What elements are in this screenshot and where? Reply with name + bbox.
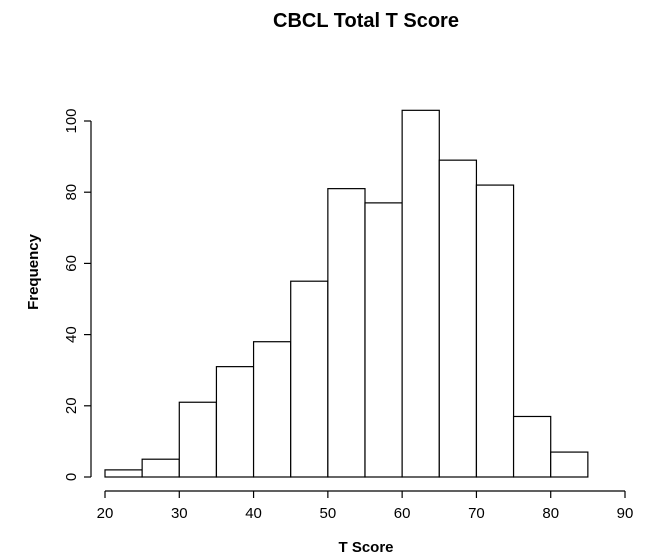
y-tick-label: 80 bbox=[63, 184, 80, 201]
y-tick-label: 0 bbox=[63, 473, 80, 481]
x-tick-label: 80 bbox=[542, 505, 559, 522]
histogram-bar bbox=[364, 202, 403, 478]
histogram-bar bbox=[141, 458, 180, 478]
x-tick-label: 30 bbox=[171, 505, 188, 522]
histogram-bar bbox=[290, 280, 329, 478]
chart-title: CBCL Total T Score bbox=[273, 10, 459, 32]
histogram-bar bbox=[512, 415, 552, 478]
x-tick-label: 40 bbox=[245, 505, 262, 522]
histogram-bar bbox=[475, 184, 515, 478]
y-tick-label: 20 bbox=[63, 397, 80, 414]
x-tick-label: 20 bbox=[97, 505, 114, 522]
y-tick-label: 40 bbox=[63, 326, 80, 343]
x-tick-label: 60 bbox=[394, 505, 411, 522]
x-axis: 20 30 40 50 60 70 80 90 bbox=[97, 490, 634, 522]
y-tick-label: 100 bbox=[63, 108, 80, 133]
x-tick-label: 50 bbox=[320, 505, 337, 522]
bars-group bbox=[104, 109, 589, 478]
x-axis-label: T Score bbox=[338, 539, 393, 556]
y-axis-label: Frequency bbox=[25, 233, 42, 310]
histogram-bar bbox=[252, 341, 292, 478]
y-axis: 0 20 40 60 80 100 bbox=[63, 108, 92, 481]
histogram-bar bbox=[327, 188, 366, 478]
histogram-bar bbox=[550, 451, 589, 478]
histogram-bar bbox=[178, 401, 218, 478]
x-tick-label: 90 bbox=[617, 505, 634, 522]
histogram-bar bbox=[401, 109, 440, 478]
x-tick-label: 70 bbox=[468, 505, 485, 522]
histogram-bar bbox=[438, 159, 478, 478]
histogram-bar bbox=[104, 469, 143, 478]
histogram-bar bbox=[215, 366, 255, 478]
y-tick-label: 60 bbox=[63, 255, 80, 272]
